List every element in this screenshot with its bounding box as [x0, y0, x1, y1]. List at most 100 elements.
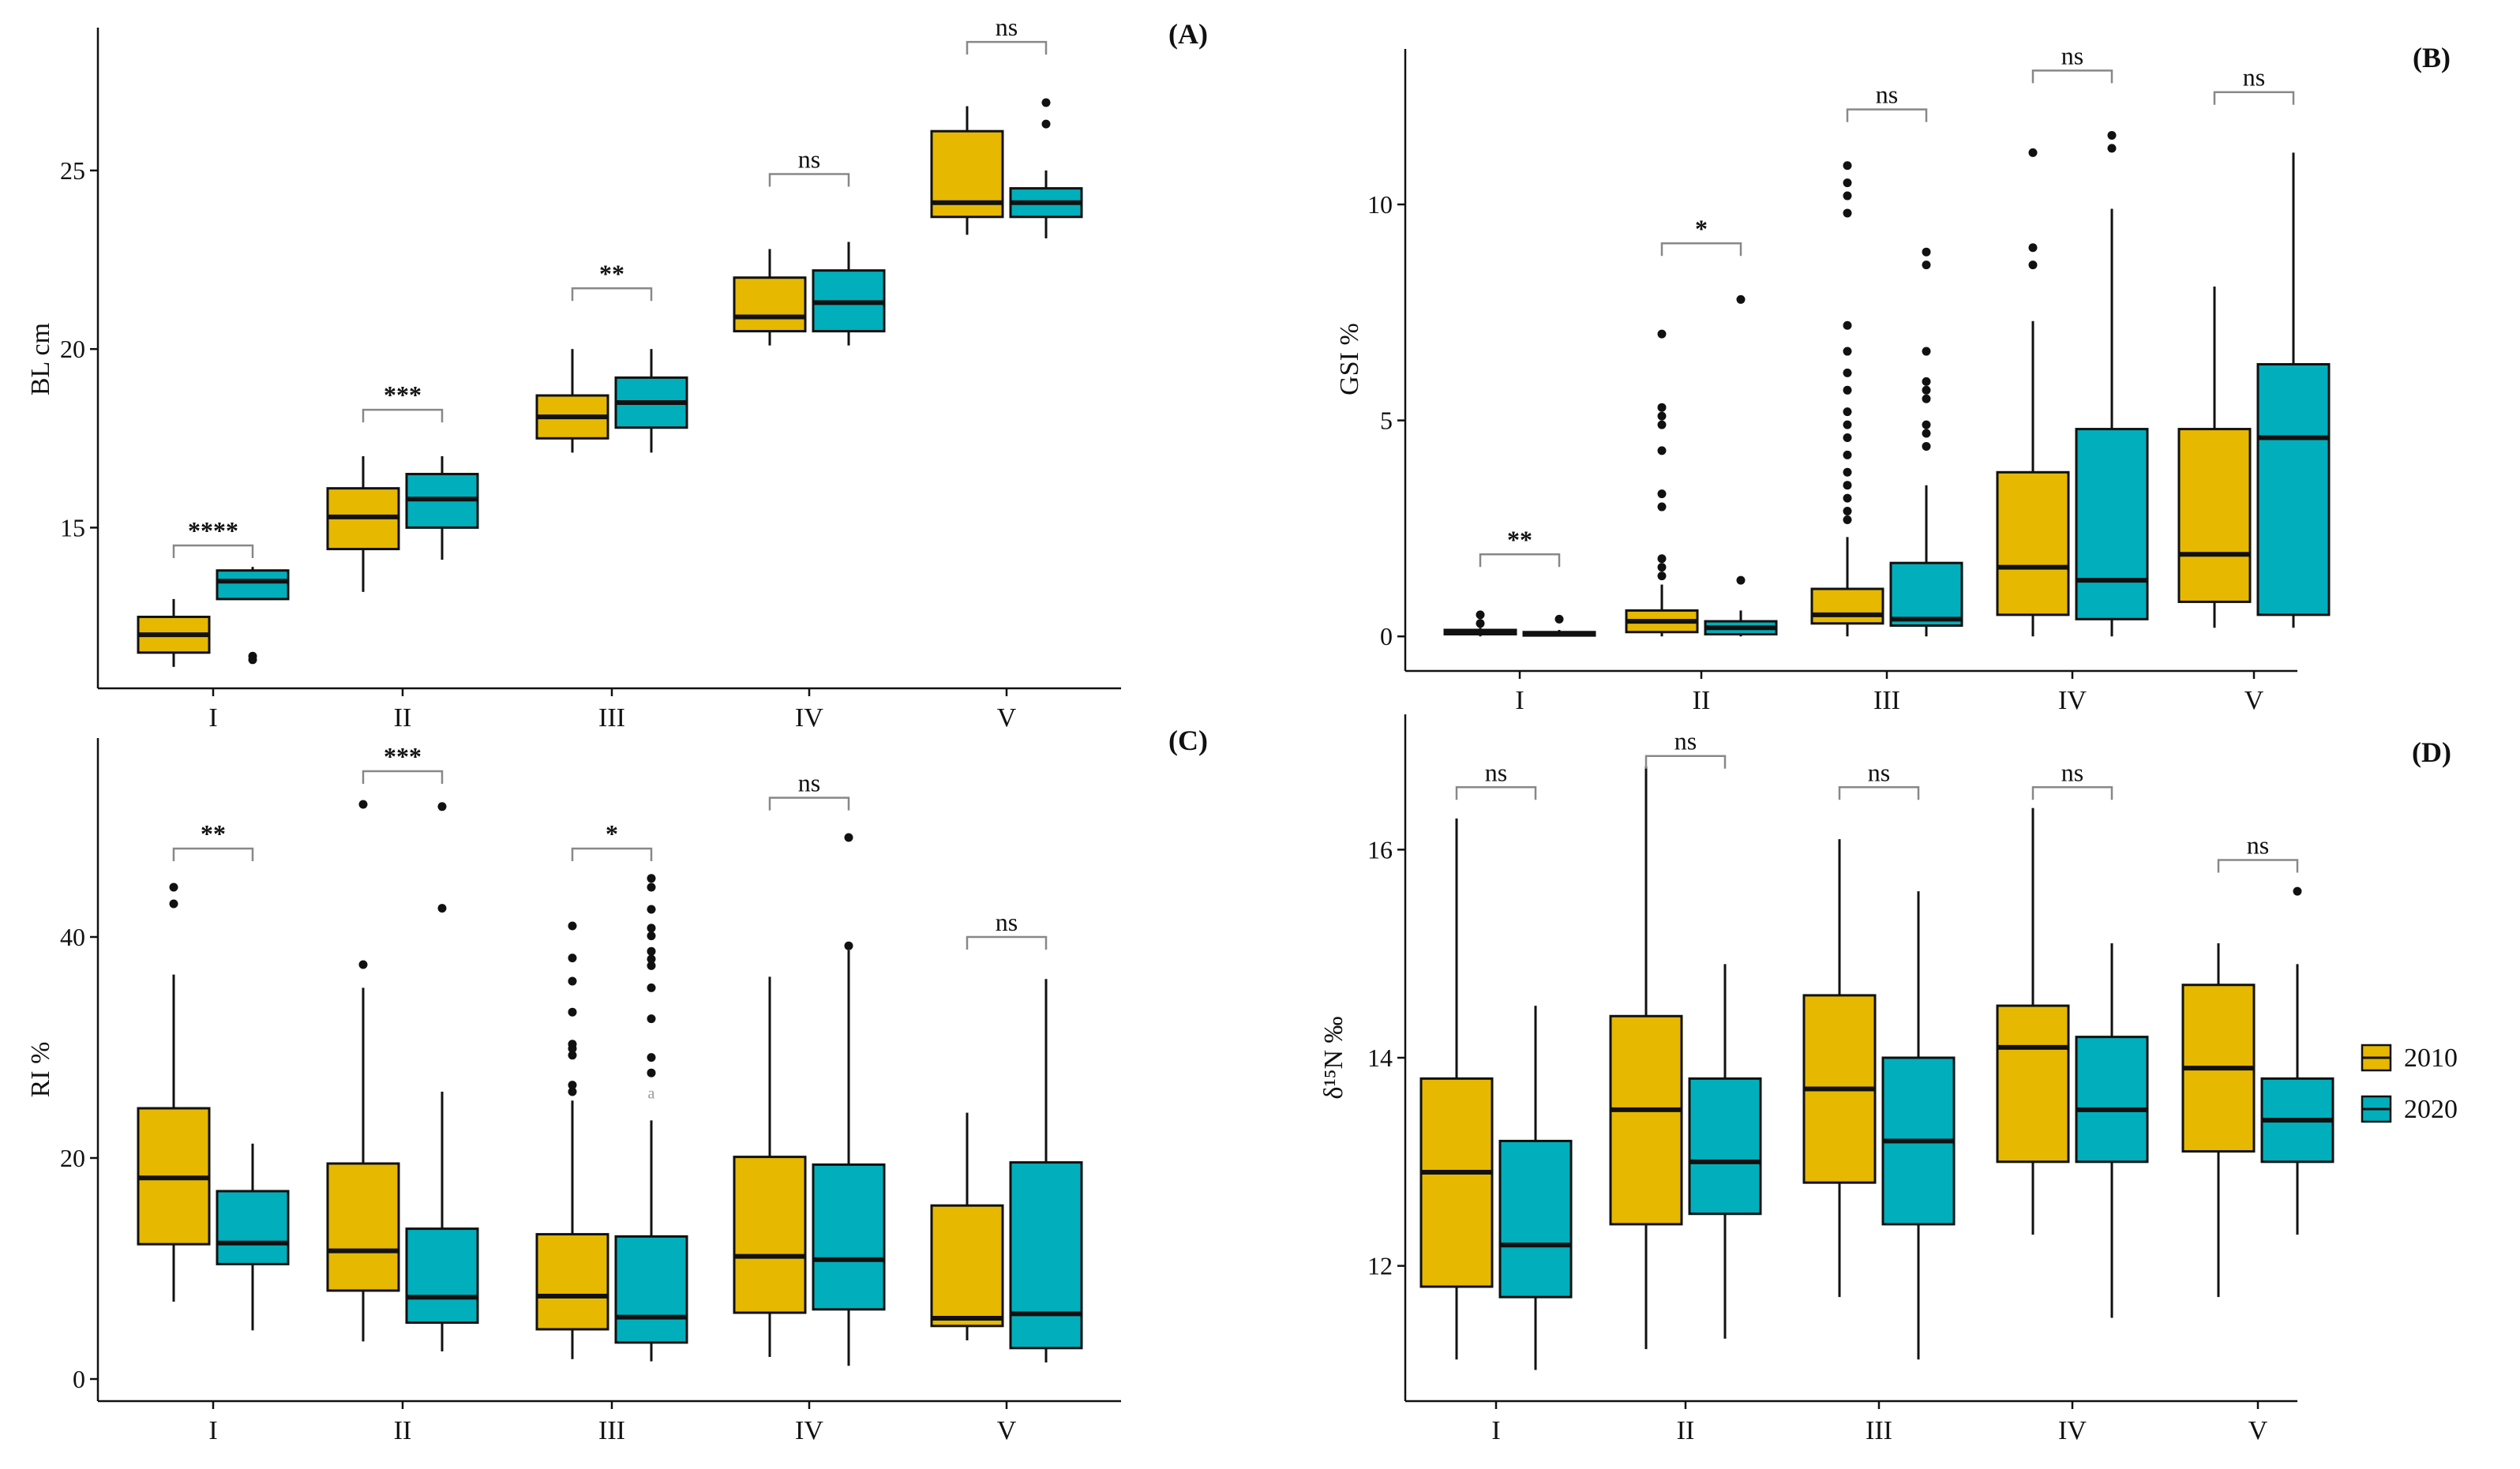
outlier-point	[169, 899, 178, 909]
x-tick-label: I	[1491, 1416, 1500, 1445]
outlier-point	[1554, 614, 1564, 624]
box-iqr	[1609, 1014, 1683, 1226]
box-2010-I	[137, 883, 211, 1302]
bracket-line	[768, 173, 850, 187]
bracket-line	[172, 544, 254, 559]
outlier-point	[647, 874, 656, 883]
significance-label: ****	[188, 516, 238, 545]
x-tick-label: V	[2244, 686, 2264, 715]
box-2020-III	[614, 874, 688, 1362]
x-tick-label: II	[1693, 686, 1711, 715]
outlier-point	[1922, 347, 1931, 356]
box-2010-I	[1443, 610, 1517, 637]
outlier-point	[437, 802, 447, 811]
bracket-line	[1846, 108, 1928, 122]
box-2020-I	[216, 567, 290, 665]
outlier-point	[1736, 575, 1746, 585]
bracket-line	[2031, 69, 2113, 84]
box-iqr	[930, 1204, 1004, 1328]
outlier-point	[1843, 433, 1852, 442]
x-tick-label: V	[997, 1416, 1017, 1445]
y-axis-label: BL cm	[26, 323, 55, 395]
significance-bracket: ns	[2217, 831, 2299, 873]
outlier-point	[1922, 429, 1931, 438]
significance-bracket: *	[571, 819, 653, 861]
outlier-point	[647, 1014, 656, 1024]
significance-label: ns	[1876, 81, 1898, 109]
outlier-point	[437, 904, 447, 913]
outlier-point	[1843, 467, 1852, 477]
box-2010-V	[930, 1112, 1004, 1340]
y-tick-label: 5	[1380, 407, 1393, 435]
y-tick-label: 0	[1380, 622, 1393, 650]
y-tick-label: 16	[1367, 835, 1393, 864]
significance-label: ***	[384, 742, 422, 770]
significance-label: *	[606, 819, 618, 848]
box-2010-III	[535, 921, 609, 1359]
x-tick-label: II	[394, 1416, 412, 1445]
outlier-point	[647, 1053, 656, 1062]
outlier-point	[1657, 502, 1667, 512]
outlier-point	[647, 961, 656, 970]
significance-label: *	[1695, 214, 1708, 242]
outlier-point	[358, 960, 368, 969]
significance-label: **	[201, 819, 226, 848]
box-iqr	[535, 1233, 609, 1331]
significance-bracket: ns	[2031, 41, 2113, 84]
outlier-point	[568, 921, 577, 931]
legend-entry-2020: 2020	[2361, 1095, 2458, 1124]
legend: 2010 2020	[2361, 1044, 2458, 1124]
outlier-point	[1843, 493, 1852, 503]
outlier-point	[1843, 191, 1852, 200]
box-2020-V	[2256, 152, 2331, 628]
outlier-point	[1657, 411, 1667, 421]
significance-bracket: **	[172, 819, 254, 861]
outlier-point	[1922, 385, 1931, 395]
outlier-point	[1657, 329, 1667, 339]
outlier-point	[2028, 148, 2038, 157]
box-2010-II	[326, 800, 400, 1342]
significance-label: **	[1507, 525, 1532, 553]
outlier-point	[1041, 119, 1051, 129]
x-tick-label: III	[1873, 686, 1900, 715]
outlier-point	[1657, 403, 1667, 412]
box-iqr	[2075, 1036, 2149, 1164]
box-2020-III	[614, 349, 688, 453]
box-2010-IV	[1996, 148, 2070, 637]
y-axis-label: GSI %	[1335, 323, 1364, 395]
x-tick-label: III	[598, 1416, 625, 1445]
box-iqr	[733, 276, 807, 333]
panel-label: (D)	[2412, 736, 2451, 768]
outlier-point	[1922, 260, 1931, 270]
panel-label: (B)	[2413, 42, 2451, 73]
legend-entry-2010: 2010	[2361, 1044, 2458, 1073]
significance-bracket: ns	[768, 769, 850, 811]
outlier-point	[568, 1007, 577, 1017]
outlier-point	[647, 883, 656, 892]
significance-label: **	[599, 259, 624, 287]
box-2020-I	[216, 1143, 290, 1331]
box-2010-IV	[733, 976, 807, 1357]
outlier-point	[1657, 571, 1667, 581]
box-iqr	[1810, 587, 1884, 625]
box-2010-III	[1810, 161, 1884, 637]
significance-bracket: ns	[1846, 81, 1928, 122]
y-tick-label: 20	[60, 1144, 85, 1172]
bracket-line	[2031, 786, 2113, 800]
significance-label: ns	[996, 13, 1018, 41]
outlier-point	[647, 931, 656, 941]
bracket-line	[172, 847, 254, 861]
box-2020-III	[1889, 247, 1963, 637]
outlier-point	[1041, 98, 1051, 107]
y-tick-label: 14	[1367, 1044, 1393, 1072]
y-axis-label: RI %	[26, 1042, 55, 1098]
bracket-line	[2213, 91, 2295, 105]
outlier-point	[1843, 481, 1852, 490]
outlier-point	[647, 954, 656, 964]
box-iqr	[216, 1190, 290, 1265]
box-2010-I	[137, 598, 211, 667]
outlier-point	[1657, 554, 1667, 564]
y-tick-label: 10	[1367, 190, 1393, 219]
